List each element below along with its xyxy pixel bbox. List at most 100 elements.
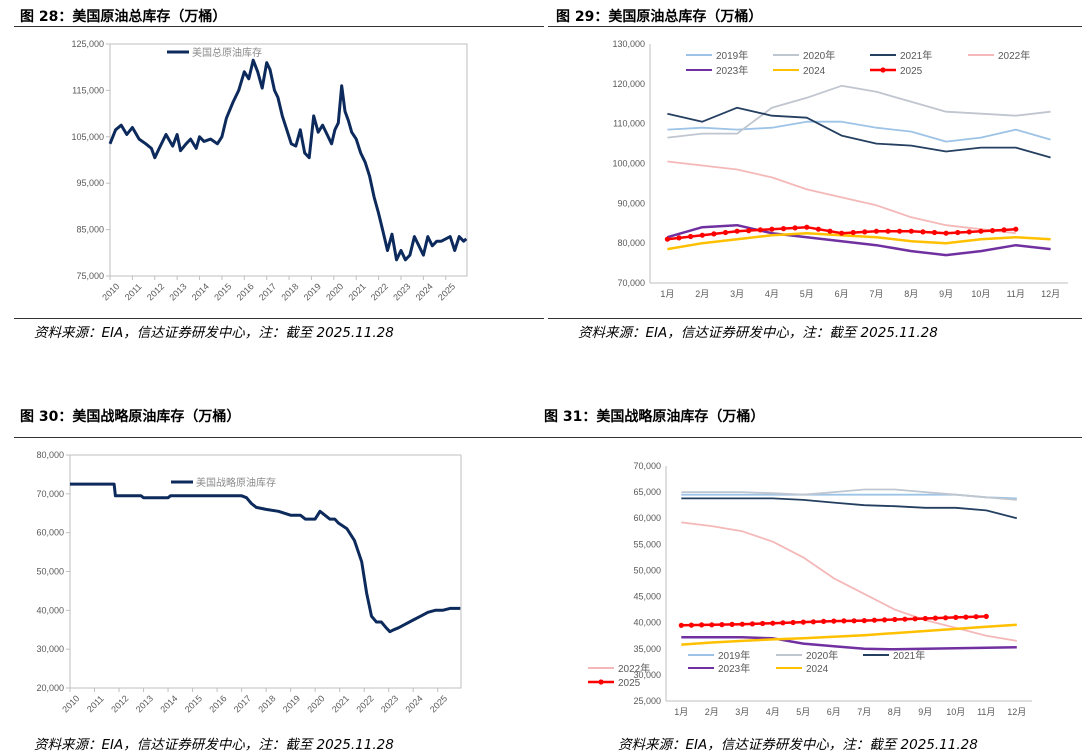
y-tick-label: 25,000 [633,696,661,706]
x-tick-label: 2017 [232,693,253,714]
figure-title: 图 29：美国原油总库存（万桶） [556,9,763,25]
legend-label: 美国战略原油库存 [196,476,276,489]
legend-label: 2022年 [618,662,650,675]
series-marker [966,229,972,235]
x-tick-label: 2024 [403,693,424,714]
figure-29: 图 29：美国原油总库存（万桶） 70,000 80,000 90,000 100,0… [544,0,1088,350]
y-tick-label: 60,000 [633,513,661,523]
chart-total-crude-inventory: 75,000 85,000 95,000 105,000 115,000 125,000 2… [71,39,468,302]
x-tick-label: 2020 [324,281,345,302]
series-marker [932,615,938,621]
series-marker [790,619,796,626]
figure-30: 图 30：美国战略原油库存（万桶） 20,000 30,000 40,000 50,0… [0,400,544,755]
figure-31: 图 31：美国战略原油库存（万桶） 25,000 30,000 35,000 40,0… [538,400,1088,755]
legend-label: 2024 [803,66,826,77]
legend-label: 2025 [900,66,923,77]
series-marker [1001,227,1007,233]
series-marker [978,228,984,234]
series-line [70,482,461,634]
y-tick-label: 120,000 [612,79,645,89]
x-tick-label: 11月 [977,707,995,717]
series-marker [953,614,959,620]
series-marker [841,618,847,624]
x-tick-label: 7月 [857,707,871,717]
x-tick-label: 1月 [660,289,674,299]
series-line [681,636,1017,651]
x-tick-label: 12月 [1007,707,1026,717]
legend-label: 2023年 [718,662,750,675]
series-line [667,106,1051,159]
series-line [681,497,1018,520]
series-marker [931,229,938,236]
series-marker [955,229,961,236]
series-marker [664,236,670,242]
series-marker [908,228,914,234]
series-marker [943,230,949,236]
series-marker [920,229,926,235]
y-tick-label: 115,000 [72,85,104,95]
series-marker [922,615,928,622]
legend-label: 2019年 [718,649,750,662]
series-marker [711,231,717,237]
x-tick-label: 4月 [766,707,780,717]
series-marker [780,226,787,232]
series-marker [873,228,879,234]
x-tick-label: 2022 [369,281,390,302]
series-marker [800,619,806,625]
x-tick-label: 8月 [904,289,918,299]
series-marker [839,230,845,236]
legend-label: 2020年 [806,649,838,662]
series-marker [1013,226,1019,232]
series-line [667,223,1051,257]
series-marker [862,229,868,235]
y-tick-label: 60,000 [36,528,64,538]
series-marker [885,228,891,234]
y-tick-label: 105,000 [71,132,104,142]
series-line [667,160,1016,235]
series-line [681,488,1017,501]
x-tick-label: 2023 [391,281,412,302]
legend-label: 美国总原油库存 [192,46,262,59]
x-tick-label: 8月 [888,707,902,717]
source-note: 资料来源：EIA，信达证券研发中心，注：截至 2025.11.28 [578,325,938,341]
y-tick-label: 70,000 [36,489,64,499]
series-marker [769,226,775,232]
y-tick-label: 75,000 [76,271,104,281]
y-tick-label: 45,000 [633,592,661,602]
y-tick-label: 70,000 [617,278,645,288]
y-tick-label: 40,000 [633,618,661,628]
series-marker [792,225,798,231]
x-tick-label: 5月 [796,707,810,717]
series-marker [821,618,827,624]
title-rule [14,26,544,27]
series-marker [943,615,949,621]
plot-frame [109,43,468,277]
legend-label: 2024 [806,664,829,675]
series-marker [757,227,763,233]
x-tick-label: 2025 [436,281,457,302]
series-marker [989,228,996,234]
series-marker [746,228,752,234]
x-tick-label: 1月 [674,707,688,717]
y-tick-label: 70,000 [633,461,661,471]
x-tick-label: 4月 [765,289,779,299]
series-marker [760,620,766,627]
legend-marker [880,67,886,73]
y-tick-label: 100,000 [612,159,645,169]
y-tick-label: 130,000 [612,39,645,49]
x-tick-label: 2014 [190,281,211,302]
y-tick-label: 30,000 [633,670,661,680]
series-marker [734,228,740,234]
series-marker [719,622,725,628]
x-tick-label: 2月 [705,707,719,717]
x-tick-label: 2011 [123,281,144,302]
series-marker [739,621,745,627]
series-marker [688,233,694,240]
legend-label: 2022年 [998,49,1030,62]
y-tick-label: 30,000 [36,644,64,654]
series-marker [963,614,969,620]
legend-marker [598,679,604,685]
legend-label: 2021年 [900,49,932,62]
title-rule [548,26,1082,27]
series-line [681,623,1017,646]
